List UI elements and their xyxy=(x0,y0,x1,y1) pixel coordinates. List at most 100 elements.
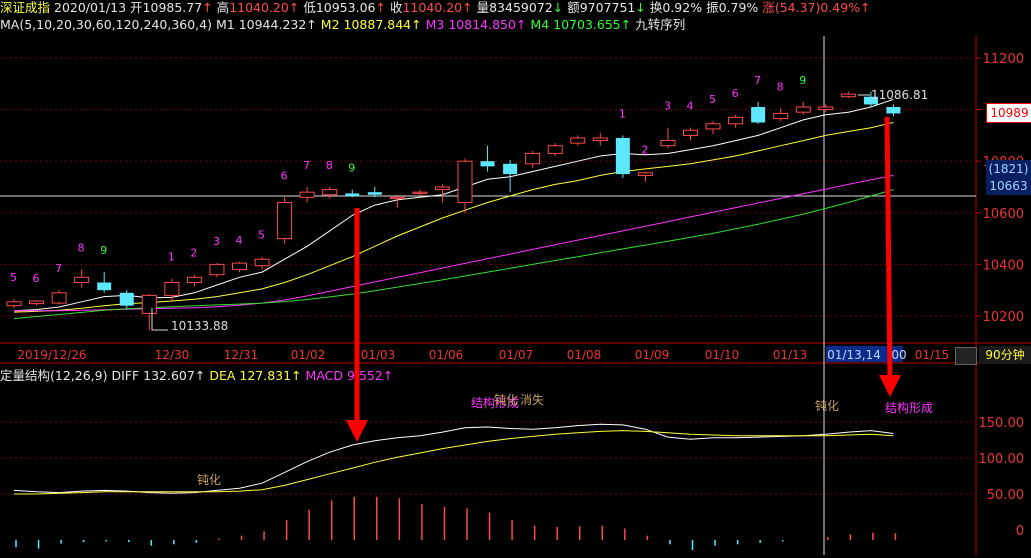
ma-legend-bar: MA(5,10,20,30,60,120,240,360,4) M1 10944… xyxy=(0,17,686,32)
amount-value: 9707751 xyxy=(579,0,636,15)
candle-body xyxy=(51,292,67,304)
price-tick-label: 10600 xyxy=(983,207,1024,222)
sequence-count: 2 xyxy=(190,247,197,260)
price-tick-label: 10400 xyxy=(983,258,1024,273)
candle-body xyxy=(119,292,134,306)
annotation-vanish: 消失 xyxy=(520,392,544,407)
open-value: 10985.77 xyxy=(142,0,203,15)
candle-body xyxy=(209,263,225,276)
candle-body xyxy=(232,262,247,271)
date-tick-label: 01/13 xyxy=(773,348,808,362)
candle-body xyxy=(840,93,856,98)
volume-label: 量 xyxy=(476,0,490,15)
sequence-count: 5 xyxy=(709,93,716,106)
sequence-count: 7 xyxy=(55,262,62,275)
candle-body xyxy=(683,129,698,136)
sequence-count: 9 xyxy=(100,244,107,257)
sequence-count: 7 xyxy=(303,159,310,172)
annotation-dun3: 钝化 xyxy=(815,399,839,413)
annotation-dun2: 钝化 xyxy=(494,393,518,407)
quote-date: 2020/01/13 xyxy=(54,0,127,15)
m1-label: M1 xyxy=(215,17,235,32)
m2-value: 10887.844 xyxy=(343,17,412,32)
turnover-value: 0.92% xyxy=(662,0,703,15)
macd-tick-label: 100.00 xyxy=(979,452,1025,467)
low-mark-leader xyxy=(151,308,168,331)
date-tick-label: 01/02 xyxy=(291,348,326,362)
arrow-left-head xyxy=(346,420,368,442)
sequence-count: 6 xyxy=(33,272,40,285)
candle-body xyxy=(6,301,22,307)
sequence-count: 6 xyxy=(281,169,288,182)
candle-body xyxy=(367,192,382,195)
crosshair-price-tag: 10663 xyxy=(986,177,1031,195)
candle-body xyxy=(637,172,653,176)
sequence-count: 6 xyxy=(732,87,739,100)
close-value: 11040.20 xyxy=(402,0,463,15)
candle-body xyxy=(818,106,834,111)
candle-body xyxy=(570,137,586,144)
candle-body xyxy=(29,300,45,305)
timeframe-tab[interactable]: 90分钟 xyxy=(979,346,1031,364)
date-tick-label: 00 xyxy=(891,348,906,362)
candle-body xyxy=(186,276,202,283)
candle-body xyxy=(863,96,878,105)
candle-body xyxy=(886,107,901,114)
high-label: 高 xyxy=(216,0,230,15)
date-tick-label: 01/07 xyxy=(499,348,534,362)
date-tick-label: 01/10 xyxy=(705,348,740,362)
open-label: 开 xyxy=(130,0,143,15)
arrow-right-shaft xyxy=(884,116,893,380)
dea-label: DEA xyxy=(209,368,236,383)
sequence-count: 3 xyxy=(664,100,671,113)
sequence-count: 9 xyxy=(348,162,355,175)
ma-params: MA(5,10,20,30,60,120,240,360,4) xyxy=(0,17,212,32)
candle-body xyxy=(74,276,90,283)
macd-tick-label: 150.00 xyxy=(979,416,1025,431)
candle-body xyxy=(412,191,428,194)
m3-value: 10814.850 xyxy=(448,17,516,32)
candle-body xyxy=(345,193,360,197)
annotation-struct1: 结构形成 xyxy=(471,395,519,410)
date-tick-label: 01/09 xyxy=(635,348,670,362)
amplitude-value: 0.79% xyxy=(718,0,759,15)
macd-legend-bar: 定量结构(12,26,9) DIFF 132.607↑ DEA 127.831↑… xyxy=(0,368,394,383)
candle-body xyxy=(254,258,270,267)
sequence-count: 1 xyxy=(168,251,175,264)
candle-body xyxy=(457,160,473,203)
dea-value: 127.831 xyxy=(239,368,292,383)
m2-label: M2 xyxy=(320,17,340,32)
candle-body xyxy=(164,281,180,296)
candle-body xyxy=(751,107,766,123)
candle-body xyxy=(322,189,338,196)
candle-body xyxy=(615,137,630,175)
change-pct: 0.49% xyxy=(820,0,861,15)
candle-body xyxy=(97,282,112,291)
dea-line xyxy=(14,430,894,495)
candle-body xyxy=(299,191,315,198)
date-tick-label: 12/31 xyxy=(224,348,259,362)
price-tick-label: 10200 xyxy=(983,310,1024,325)
candle-body xyxy=(705,123,721,130)
sequence-count: 8 xyxy=(326,159,333,172)
date-tick-label: 01/13,14 xyxy=(827,348,881,362)
annotation-dun1: 钝化 xyxy=(197,473,221,487)
sequence-count: 3 xyxy=(213,235,220,248)
arrow-right-head xyxy=(879,375,901,397)
period-selector-box[interactable] xyxy=(955,347,977,365)
change-value: (54.37) xyxy=(774,0,821,15)
candle-body xyxy=(795,106,811,113)
candle-body xyxy=(525,152,541,165)
amount-label: 额 xyxy=(567,0,580,15)
last-price-tag: 10989 xyxy=(986,103,1031,123)
candle-body xyxy=(503,163,518,175)
date-tick-label: 2019/12/26 xyxy=(17,348,86,362)
sequence-count: 1 xyxy=(619,107,626,120)
indicator-name[interactable]: 九转序列 xyxy=(635,17,686,32)
sequence-count: 8 xyxy=(777,80,784,93)
candle-body xyxy=(547,145,563,154)
m4-label: M4 xyxy=(530,17,550,32)
sequence-count: 4 xyxy=(236,234,243,247)
date-tick-label: 01/08 xyxy=(567,348,602,362)
